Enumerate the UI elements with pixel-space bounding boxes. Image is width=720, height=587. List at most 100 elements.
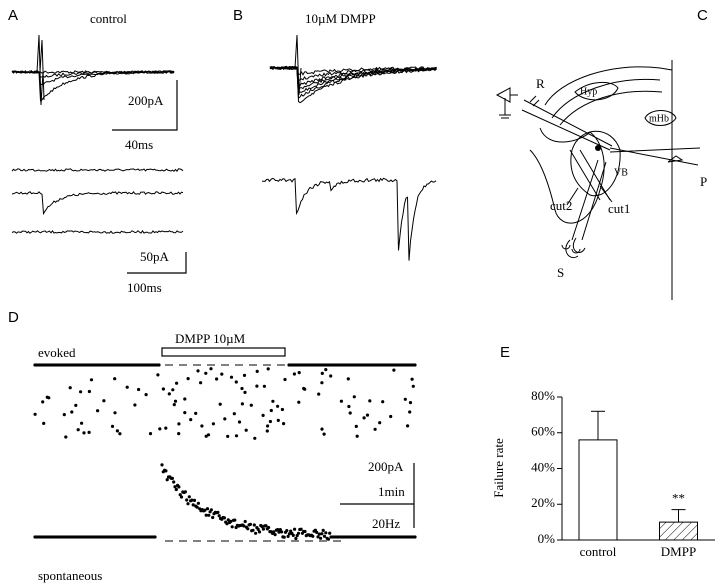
point — [354, 424, 358, 428]
point — [209, 367, 213, 371]
panel-label: A — [8, 7, 18, 24]
point — [220, 372, 224, 376]
point — [199, 381, 203, 385]
point — [355, 434, 359, 438]
point — [339, 399, 343, 403]
trace — [269, 65, 437, 104]
point — [179, 495, 184, 499]
point — [289, 529, 293, 533]
traces-a — [11, 34, 184, 234]
scatter-d — [33, 363, 417, 542]
x-tick-label: DMPP — [661, 544, 696, 559]
point — [283, 377, 287, 382]
stim-artifact — [36, 34, 45, 106]
point — [118, 432, 122, 436]
point — [233, 518, 237, 522]
panel-label: C — [697, 7, 708, 24]
point — [269, 408, 273, 413]
point — [347, 404, 351, 409]
point — [378, 421, 382, 425]
point — [206, 433, 211, 437]
point — [68, 386, 72, 390]
point — [260, 525, 264, 529]
point — [317, 392, 321, 396]
point — [246, 527, 250, 531]
point — [268, 419, 272, 424]
point — [255, 384, 259, 388]
point — [229, 375, 234, 379]
point — [194, 411, 198, 415]
point — [410, 377, 414, 381]
point — [411, 384, 415, 388]
trace — [261, 177, 437, 261]
point — [185, 498, 189, 502]
point — [207, 513, 211, 517]
trace — [11, 229, 184, 234]
point — [226, 434, 230, 438]
point — [64, 435, 68, 439]
point — [293, 527, 297, 531]
point — [280, 530, 284, 534]
point — [242, 524, 246, 528]
y-tick-label: 0% — [538, 531, 556, 546]
schematic-label: Hyp — [580, 86, 597, 97]
point — [216, 510, 220, 514]
point — [315, 530, 319, 535]
point — [282, 535, 286, 539]
point — [303, 529, 307, 534]
point — [320, 381, 324, 385]
trace — [11, 70, 175, 102]
point — [229, 519, 233, 524]
scale-label: 200pA — [368, 459, 404, 474]
point — [319, 536, 323, 540]
schematic-label: VB — [614, 167, 628, 178]
point — [302, 386, 306, 391]
point — [79, 390, 83, 394]
point — [76, 428, 80, 432]
point — [96, 409, 100, 413]
point — [292, 372, 296, 376]
point — [276, 418, 280, 422]
bar — [578, 439, 618, 541]
point — [408, 410, 412, 414]
point — [285, 529, 289, 533]
point — [89, 378, 94, 382]
panel-label: E — [500, 344, 510, 361]
point — [173, 485, 177, 489]
point — [413, 363, 417, 367]
y-tick-label: 20% — [531, 495, 555, 510]
point — [174, 487, 178, 492]
point — [183, 411, 187, 415]
scale-label: 200pA — [128, 93, 164, 108]
point — [211, 422, 215, 426]
point — [244, 428, 248, 432]
point — [324, 531, 328, 535]
point — [158, 427, 162, 431]
point — [223, 417, 227, 421]
point — [125, 385, 129, 389]
point — [42, 421, 46, 425]
point — [362, 416, 366, 420]
point — [324, 368, 328, 372]
point — [320, 371, 324, 375]
point — [215, 377, 219, 381]
point — [264, 524, 268, 528]
point — [256, 527, 260, 532]
point — [265, 429, 269, 433]
scale-label: 40ms — [125, 137, 153, 152]
panel-title: control — [90, 11, 127, 26]
point — [195, 505, 199, 509]
point — [133, 403, 137, 407]
point — [167, 392, 171, 396]
schematic-label: cut1 — [608, 201, 630, 216]
point — [170, 476, 174, 480]
panel-label: B — [233, 7, 243, 24]
point — [271, 399, 275, 403]
point — [296, 531, 301, 535]
point — [33, 412, 37, 416]
drug-label: DMPP 10µM — [175, 331, 246, 346]
point — [226, 518, 230, 522]
point — [291, 533, 295, 538]
bar — [659, 521, 698, 541]
point — [237, 420, 242, 424]
